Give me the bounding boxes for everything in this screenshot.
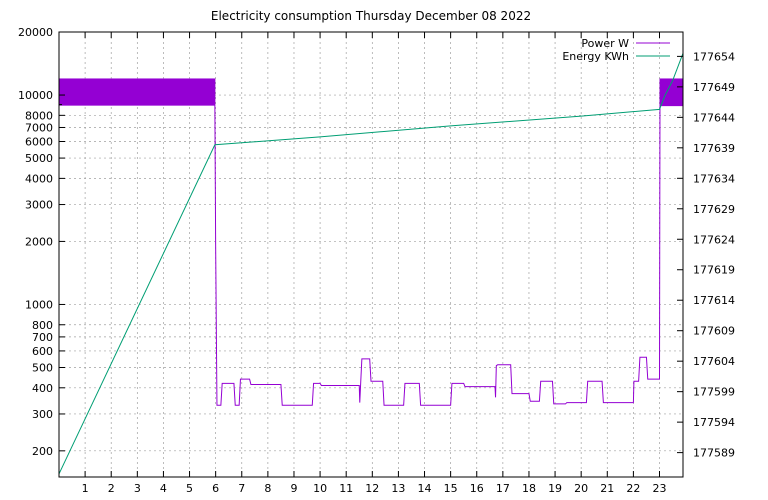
legend-label: Power W [581, 37, 629, 50]
y-left-tick-label: 500 [32, 361, 53, 374]
y-left-tick-label: 6000 [25, 136, 53, 149]
grid-lines [59, 31, 683, 477]
x-tick-label: 19 [548, 482, 562, 495]
y-left-tick-label: 5000 [25, 152, 53, 165]
chart-title: Electricity consumption Thursday Decembe… [211, 9, 531, 23]
y-right-tick-label: 177619 [693, 264, 735, 277]
x-tick-label: 20 [574, 482, 588, 495]
x-tick-label: 6 [212, 482, 219, 495]
series-lines [58, 53, 684, 475]
x-tick-label: 14 [418, 482, 432, 495]
x-tick-label: 7 [238, 482, 245, 495]
series-line-power [214, 78, 683, 406]
x-tick-label: 4 [160, 482, 167, 495]
y-right-tick-label: 177604 [693, 355, 735, 368]
y-right-tick-label: 177649 [693, 81, 735, 94]
x-tick-label: 18 [522, 482, 536, 495]
x-tick-label: 23 [653, 482, 667, 495]
y-right-tick-label: 177629 [693, 203, 735, 216]
y-right-tick-label: 177594 [693, 416, 735, 429]
y-right-tick-label: 177624 [693, 233, 735, 246]
legend-label: Energy KWh [562, 50, 629, 63]
x-tick-label: 5 [186, 482, 193, 495]
y-left-tick-label: 1000 [25, 298, 53, 311]
y-right-tick-label: 177589 [693, 447, 735, 460]
x-tick-label: 9 [290, 482, 297, 495]
y-right-tick-label: 177599 [693, 386, 735, 399]
series-line-energy [58, 53, 684, 475]
power-band [659, 78, 683, 106]
x-tick-label: 1 [82, 482, 89, 495]
x-tick-label: 17 [496, 482, 510, 495]
y-left-tick-label: 3000 [25, 199, 53, 212]
y-left-tick-label: 20000 [18, 26, 53, 39]
x-tick-label: 15 [444, 482, 458, 495]
x-tick-label: 12 [365, 482, 379, 495]
plot-frame [58, 31, 684, 478]
y-left-tick-label: 400 [32, 382, 53, 395]
x-tick-label: 13 [391, 482, 405, 495]
power-bands [59, 78, 683, 106]
y-left-tick-label: 8000 [25, 109, 53, 122]
x-tick-label: 21 [600, 482, 614, 495]
y-left-tick-label: 300 [32, 408, 53, 421]
y-left-tick-label: 4000 [25, 172, 53, 185]
y-left-tick-label: 200 [32, 445, 53, 458]
y-right-tick-label: 177639 [693, 142, 735, 155]
x-tick-label: 10 [313, 482, 327, 495]
y-left-tick-label: 7000 [25, 121, 53, 134]
y-right-tick-label: 177614 [693, 294, 735, 307]
y-right-tick-label: 177609 [693, 325, 735, 338]
x-tick-label: 16 [470, 482, 484, 495]
x-tick-label: 22 [626, 482, 640, 495]
power-band [59, 78, 215, 106]
x-tick-label: 8 [264, 482, 271, 495]
y-left-tick-label: 800 [32, 319, 53, 332]
y-left-tick-label: 600 [32, 345, 53, 358]
y-left-tick-label: 10000 [18, 89, 53, 102]
x-tick-label: 3 [134, 482, 141, 495]
y-left-tick-label: 700 [32, 331, 53, 344]
y-right-tick-label: 177644 [693, 111, 735, 124]
y-right-tick-label: 177634 [693, 172, 735, 185]
x-tick-label: 2 [108, 482, 115, 495]
x-tick-label: 11 [339, 482, 353, 495]
axes: 1 2 3 4 5 6 7 8 9 10 11 12 13 14 15 16 17 18 19 20 21 22 23200… [18, 26, 735, 495]
y-right-tick-label: 177654 [693, 50, 735, 63]
y-left-tick-label: 2000 [25, 235, 53, 248]
